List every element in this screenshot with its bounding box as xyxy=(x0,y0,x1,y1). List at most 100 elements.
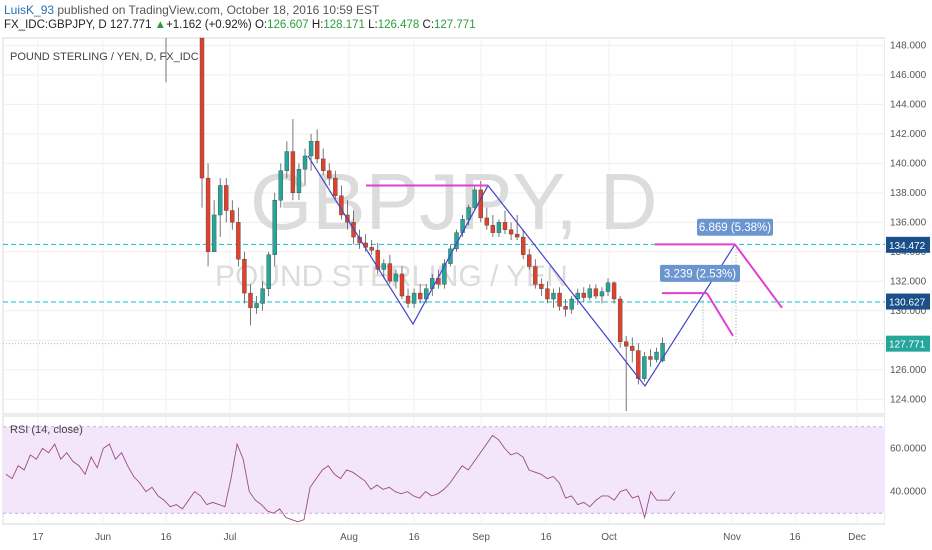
close-value: 127.771 xyxy=(434,19,476,31)
candle-body xyxy=(430,278,435,289)
candle-body xyxy=(636,350,641,379)
price-axis-label xyxy=(886,293,930,310)
price-tick-label: 130.000 xyxy=(890,306,927,317)
candle-body xyxy=(242,258,247,294)
candle-series xyxy=(165,37,665,412)
candle-body xyxy=(417,292,423,300)
candle-body xyxy=(224,185,229,211)
horizontal-levels[interactable] xyxy=(3,243,885,345)
candle-body xyxy=(599,291,605,297)
candle-body xyxy=(327,170,332,179)
candle-body xyxy=(442,263,447,285)
price-chart[interactable]: GBPJPY, D POUND STERLING / YEN POUND STE… xyxy=(0,34,932,550)
candle-body xyxy=(387,263,393,282)
rsi-label: RSI (14, close) xyxy=(10,424,83,436)
measure-label-text: 3.239 (2.53%) xyxy=(664,268,736,280)
price-axis-label-text: 134.472 xyxy=(889,241,926,252)
price-axis-label-text: 130.627 xyxy=(889,298,926,309)
candle-body xyxy=(533,266,538,285)
symbol-line: FX_IDC:GBPJPY, D 127.771 ▲+1.162 (+0.92%… xyxy=(4,19,476,31)
pattern-drawings[interactable]: 6.869 (5.38%) 3.239 (2.53%) xyxy=(307,155,783,388)
price-tick-label: 148.000 xyxy=(890,40,927,51)
candle-body xyxy=(630,345,635,351)
time-tick-label: Jul xyxy=(224,532,237,543)
candle-body xyxy=(272,199,277,255)
candle-body xyxy=(581,292,586,298)
candle-body xyxy=(381,263,386,270)
candle-body xyxy=(290,151,296,194)
close-label: C: xyxy=(422,19,435,31)
candle-body xyxy=(563,306,568,310)
candle-body xyxy=(496,222,502,233)
price-tick-label: 142.000 xyxy=(890,129,927,140)
candle-body xyxy=(308,141,314,157)
price-tick-label: 144.000 xyxy=(890,99,927,110)
candle-body xyxy=(211,214,217,253)
candle-body xyxy=(321,158,326,171)
price-axis[interactable]: 148.000 146.000 144.000 142.000 140.000 138.0… xyxy=(885,34,932,526)
candle-body xyxy=(369,247,374,251)
price-tick-label: 138.000 xyxy=(890,188,927,199)
time-tick-label: 17 xyxy=(32,532,44,543)
candle-body xyxy=(508,229,514,235)
measure-label-box xyxy=(697,218,773,236)
price-tick-label: 124.000 xyxy=(890,394,927,405)
time-tick-label: Jun xyxy=(95,532,111,543)
target-projection-1 xyxy=(734,243,783,309)
time-tick-label: 16 xyxy=(408,532,420,543)
rsi-tick-label: 40.0000 xyxy=(890,487,927,498)
candle-body xyxy=(514,233,520,238)
time-axis[interactable]: 17 Jun 16 Jul Aug 16 Sep 16 Oct Nov 16 Dec xyxy=(32,532,865,543)
time-tick-label: Nov xyxy=(723,532,741,543)
candle-body xyxy=(314,141,320,160)
symbol-name: FX_IDC:GBPJPY, D xyxy=(4,19,110,31)
candle-body xyxy=(399,273,405,297)
time-tick-label: 16 xyxy=(789,532,801,543)
author-link[interactable]: LuisK_93 xyxy=(4,3,55,17)
rsi-tick-label: 60.0000 xyxy=(890,443,927,454)
price-axis-label xyxy=(886,335,930,352)
candle-body xyxy=(502,222,508,230)
candle-body xyxy=(333,177,338,196)
candle-body xyxy=(660,343,665,362)
candle-body xyxy=(478,189,483,219)
publish-info: published on TradingView.com, October 18… xyxy=(54,3,380,17)
candle-body xyxy=(466,207,471,220)
time-tick-label: Dec xyxy=(848,532,866,543)
open-label: O: xyxy=(254,19,268,31)
chart-label: POUND STERLING / YEN, D, FX_IDC xyxy=(10,51,199,63)
candle-body xyxy=(654,351,659,360)
candle-body xyxy=(375,250,380,270)
candle-body xyxy=(254,303,259,309)
candle-body xyxy=(205,177,211,253)
candle-body xyxy=(624,341,629,347)
candle-body xyxy=(230,210,235,223)
rsi-band xyxy=(3,426,885,514)
price-tick-label: 140.000 xyxy=(890,158,927,169)
price-tick-label: 126.000 xyxy=(890,365,927,376)
last-price: 127.771 xyxy=(109,19,152,31)
time-tick-label: Sep xyxy=(472,532,490,543)
candle-body xyxy=(527,254,532,267)
candle-body xyxy=(484,217,490,226)
measure-label-text: 6.869 (5.38%) xyxy=(699,222,771,234)
price-axis-label xyxy=(886,236,930,253)
price-tick-label: 132.000 xyxy=(890,276,927,287)
candle-body xyxy=(551,292,556,300)
candle-body xyxy=(575,292,580,300)
candle-body xyxy=(593,288,599,297)
low-value: 126.478 xyxy=(377,19,420,31)
candle-body xyxy=(296,169,302,194)
price-axis-label-text: 127.771 xyxy=(889,340,926,351)
time-tick-label: Aug xyxy=(340,532,358,543)
candle-body xyxy=(448,248,453,264)
price-tick-label: 146.000 xyxy=(890,70,927,81)
candle-body xyxy=(617,298,623,342)
time-tick-label: Oct xyxy=(601,532,617,543)
chart-header: LuisK_93 published on TradingView.com, O… xyxy=(0,0,932,34)
high-label: H: xyxy=(311,19,324,31)
candle-body xyxy=(472,189,477,208)
candle-body xyxy=(260,288,265,304)
candle-body xyxy=(539,284,544,289)
candle-body xyxy=(266,254,271,289)
